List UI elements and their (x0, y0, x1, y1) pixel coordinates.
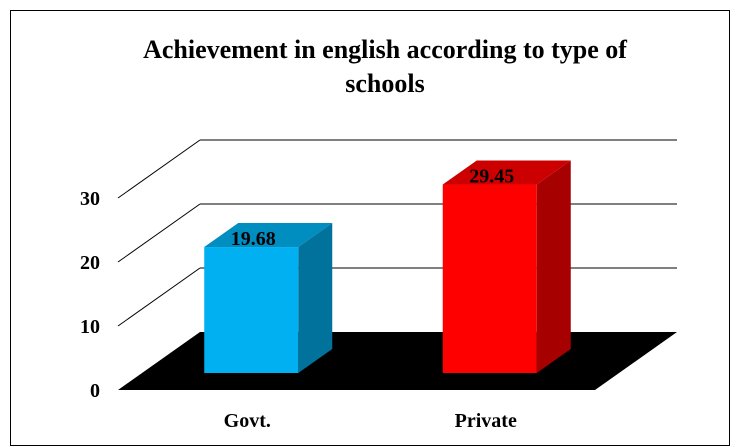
chart-title-line-2: schools (345, 69, 424, 98)
bar-private (442, 160, 571, 373)
gridlines (117, 139, 677, 327)
data-label: 29.45 (469, 166, 514, 188)
bar-top (204, 223, 333, 248)
bar-top (442, 160, 571, 185)
bar-front (442, 184, 537, 373)
bar-front (204, 247, 299, 373)
y-tick-label: 10 (80, 316, 100, 338)
y-tick-label: 30 (80, 188, 100, 210)
x-tick-label: Govt. (224, 410, 271, 432)
x-tick-label: Private (455, 410, 517, 432)
y-tick-label: 20 (80, 252, 100, 274)
labels: 0 10 20 30 19.68 Govt. 29.45 Private (80, 166, 517, 432)
bar-side (298, 223, 333, 373)
bars (204, 160, 571, 373)
gridline-side (117, 139, 201, 199)
data-label: 19.68 (231, 228, 276, 250)
y-tick-label: 0 (90, 380, 100, 402)
gridline-side (117, 203, 201, 263)
chart-floor (118, 332, 677, 390)
bar-side (536, 160, 571, 373)
chart-title-line-1: Achievement in english according to type… (143, 35, 627, 64)
bar-govt (204, 223, 333, 373)
gridline-side (117, 267, 201, 327)
